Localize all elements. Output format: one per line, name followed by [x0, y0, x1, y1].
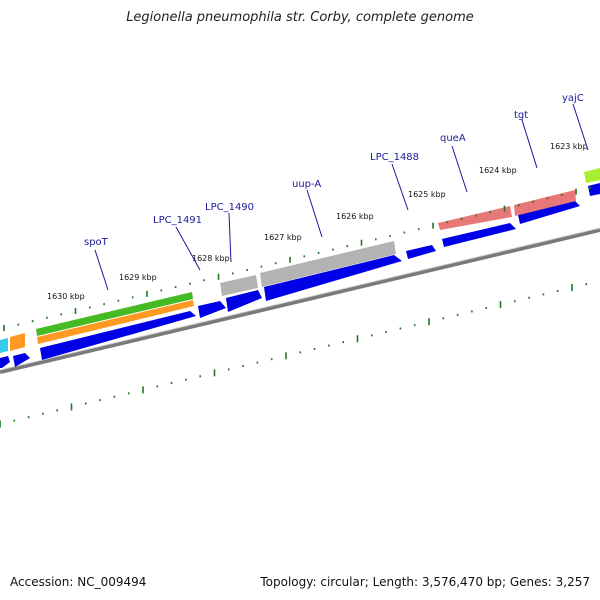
- scale-labels: 1630 kbp 1629 kbp 1628 kbp 1627 kbp 1626…: [47, 142, 588, 301]
- red-feature: [514, 190, 576, 216]
- label-line: [228, 212, 232, 263]
- cds-feature: [226, 290, 262, 312]
- cds-feature: [518, 200, 580, 224]
- label-line: [521, 119, 538, 169]
- cds-feature: [13, 353, 30, 367]
- outer-tick-ring: [3, 187, 592, 331]
- label-line: [451, 145, 468, 193]
- scale-label: 1625 kbp: [408, 190, 446, 199]
- label-line: [391, 163, 409, 211]
- genome-summary: Topology: circular; Length: 3,576,470 bp…: [260, 575, 590, 589]
- label-line: [175, 226, 201, 271]
- cds-feature: [198, 301, 226, 318]
- gene-label-tgt: tgt: [514, 110, 528, 121]
- genome-backbone: [0, 228, 600, 374]
- accession-text: Accession: NC_009494: [10, 575, 147, 589]
- orange-feature: [10, 333, 25, 351]
- scale-label: 1630 kbp: [47, 292, 85, 301]
- label-line: [94, 249, 109, 291]
- grey-feature: [260, 241, 396, 287]
- map-title: Legionella pneumophila str. Corby, compl…: [126, 10, 474, 25]
- gene-label-quea: queA: [440, 133, 466, 144]
- cds-feature: [588, 183, 600, 196]
- red-feature: [438, 206, 512, 230]
- cyan-feature: [0, 338, 8, 353]
- cds-feature: [406, 245, 436, 259]
- scale-label: 1623 kbp: [550, 142, 588, 151]
- gene-label-lpc1491: LPC_1491: [153, 215, 202, 226]
- gene-label-lines: [94, 103, 589, 291]
- scale-label: 1628 kbp: [192, 254, 230, 263]
- gene-label-lpc1488: LPC_1488: [370, 152, 419, 163]
- label-line: [306, 189, 323, 238]
- feature-track: [0, 168, 600, 353]
- gene-label-spoT: spoT: [84, 237, 109, 248]
- cds-feature: [264, 255, 402, 301]
- scale-label: 1627 kbp: [264, 233, 302, 242]
- lime-feature: [584, 168, 600, 183]
- green-feature: [36, 292, 193, 336]
- gene-label-lpc1490: LPC_1490: [205, 202, 254, 213]
- gene-label-yajc: yajC: [562, 93, 584, 104]
- label-line: [572, 103, 589, 151]
- scale-label: 1624 kbp: [479, 166, 517, 175]
- gene-label-uup-a: uup-A: [292, 179, 321, 190]
- inner-tick-ring: [0, 283, 588, 428]
- gene-labels: spoT LPC_1491 LPC_1490 uup-A LPC_1488 qu…: [84, 93, 584, 248]
- scale-label: 1629 kbp: [119, 273, 157, 282]
- scale-label: 1626 kbp: [336, 212, 374, 221]
- cds-feature: [40, 311, 196, 360]
- grey-feature: [220, 275, 258, 296]
- cds-track: [0, 183, 600, 368]
- cds-feature: [0, 356, 10, 368]
- orange-feature: [37, 300, 194, 344]
- cds-feature: [442, 223, 516, 247]
